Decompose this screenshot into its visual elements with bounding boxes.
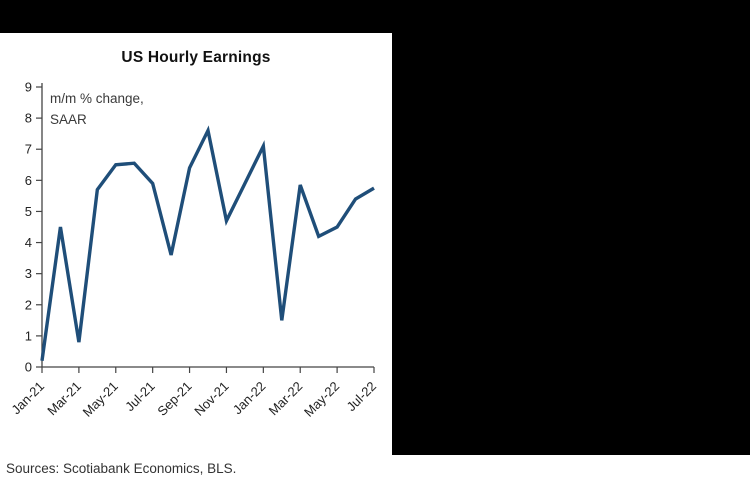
chart-card: US Hourly Earnings 0 1 2 3 4 5 6 7 8 9 Jan-21 Mar-2… xyxy=(0,33,392,455)
chart-title: US Hourly Earnings xyxy=(121,49,271,66)
sources-text: Sources: Scotiabank Economics, BLS. xyxy=(6,461,237,476)
x-tick-label: Jan-21 xyxy=(8,379,47,418)
y-tick-label: 0 xyxy=(25,360,32,375)
top-black-bar xyxy=(0,0,750,33)
y-tick-label: 1 xyxy=(25,328,32,343)
x-tick-label: Mar-22 xyxy=(266,379,306,419)
earnings-line xyxy=(40,125,375,362)
x-tick-label: Mar-21 xyxy=(44,379,84,419)
x-tick-label: Jul-21 xyxy=(122,379,158,415)
y-tick-label: 2 xyxy=(25,297,32,312)
annotation-text: m/m % change, xyxy=(50,91,144,106)
x-tick-label: Jul-22 xyxy=(343,379,379,415)
right-black-panel xyxy=(392,33,750,455)
x-tick-label: Nov-21 xyxy=(191,379,231,419)
footer: Sources: Scotiabank Economics, BLS. xyxy=(0,455,750,482)
y-tick-label: 6 xyxy=(25,173,32,188)
annotation-text: SAAR xyxy=(50,112,87,127)
y-tick-label: 8 xyxy=(25,111,32,126)
y-tick-label: 9 xyxy=(25,80,32,95)
x-tick-label: Sep-21 xyxy=(154,379,194,419)
y-tick-label: 3 xyxy=(25,266,32,281)
x-tick-label: Jan-22 xyxy=(230,379,269,418)
x-tick-label: May-21 xyxy=(80,379,121,420)
y-tick-label: 5 xyxy=(25,204,32,219)
x-tick-label: May-22 xyxy=(301,379,342,420)
y-tick-label: 4 xyxy=(25,235,32,250)
y-tick-label: 7 xyxy=(25,142,32,157)
